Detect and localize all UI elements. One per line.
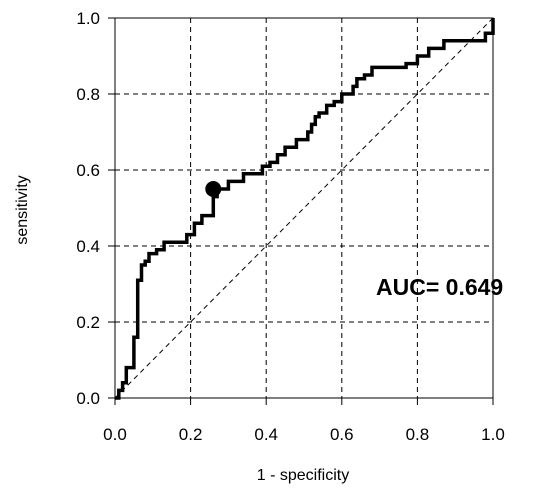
y-axis: 0.0 0.2 0.4 0.6 0.8 1.0	[76, 9, 115, 408]
y-tick-label: 0.2	[76, 313, 100, 332]
auc-annotation: AUC= 0.649	[376, 274, 503, 300]
x-tick-label: 1.0	[481, 425, 505, 444]
y-tick-label: 1.0	[76, 9, 100, 28]
x-tick-label: 0.6	[330, 425, 354, 444]
plot-frame	[114, 17, 494, 399]
x-tick-label: 0.8	[406, 425, 430, 444]
y-tick-label: 0.4	[76, 237, 100, 256]
y-tick-label: 0.0	[76, 389, 100, 408]
x-axis: 0.0 0.2 0.4 0.6 0.8 1.0	[103, 398, 505, 444]
optimal-cutoff-point	[205, 181, 222, 197]
x-tick-label: 0.0	[103, 425, 127, 444]
x-tick-label: 0.4	[254, 425, 278, 444]
y-tick-label: 0.8	[76, 85, 100, 104]
roc-curve	[115, 18, 495, 400]
grid-lines	[115, 18, 493, 398]
x-tick-label: 0.2	[179, 425, 203, 444]
y-tick-label: 0.6	[76, 161, 100, 180]
x-axis-label: 1 - specificity	[257, 467, 349, 484]
reference-diagonal	[114, 17, 494, 399]
y-axis-label: sensitivity	[14, 175, 31, 244]
